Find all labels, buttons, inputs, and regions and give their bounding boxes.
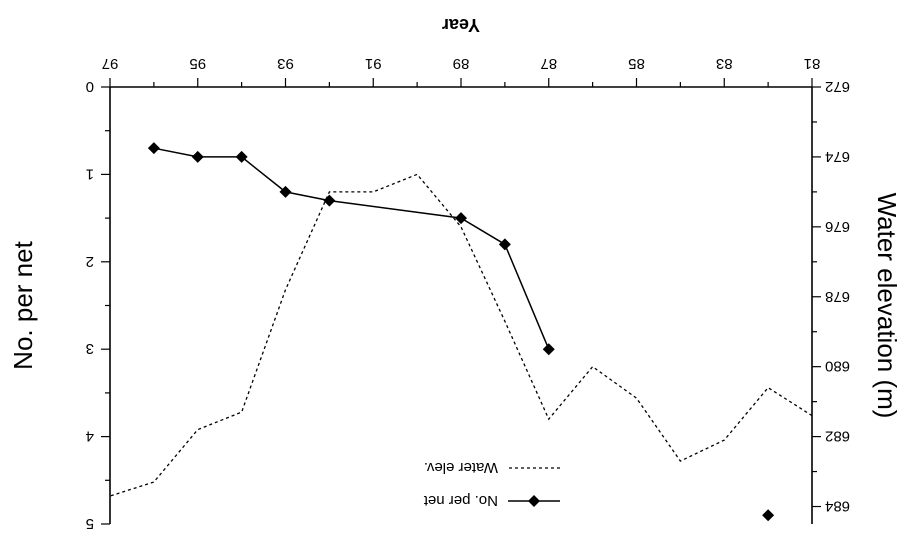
x-tick-label: 87 xyxy=(540,55,557,72)
data-point-no-per-net xyxy=(323,194,336,207)
x-tick-label: 89 xyxy=(453,55,470,72)
left-tick-label: 680 xyxy=(825,358,850,375)
data-point-no-per-net xyxy=(191,150,204,163)
right-tick-label: 3 xyxy=(86,340,94,357)
left-axis-title: Water elevation (m) xyxy=(872,193,900,419)
series-line-no-per-net xyxy=(153,147,550,350)
data-point-no-per-net xyxy=(498,238,511,251)
x-tick-label: 83 xyxy=(716,55,733,72)
axes: 81 83 85 87 89 91 93 95 97 672 674 676 678 680 682 684 0… xyxy=(86,55,850,532)
data-point-no-per-net xyxy=(762,509,775,522)
right-tick-label: 4 xyxy=(86,428,94,445)
legend-label-no-per-net: No. per net xyxy=(423,492,498,509)
x-tick-label: 97 xyxy=(102,55,119,72)
series-line-water-elev xyxy=(109,173,813,497)
x-tick-label: 93 xyxy=(277,55,294,72)
series-layer xyxy=(109,142,813,522)
legend-label-water-elev: Water elev. xyxy=(424,459,498,476)
x-axis-title: Year xyxy=(442,15,480,35)
chart-rotated-group: 81 83 85 87 89 91 93 95 97 672 674 676 678 680 682 684 0… xyxy=(8,15,900,532)
x-tick-label: 85 xyxy=(628,55,645,72)
legend-marker-no-per-net xyxy=(528,495,540,507)
data-point-no-per-net xyxy=(279,185,292,198)
right-tick-label: 5 xyxy=(86,515,94,532)
right-tick-label: 0 xyxy=(86,78,94,95)
left-tick-label: 674 xyxy=(825,148,850,165)
left-tick-label: 676 xyxy=(825,218,850,235)
left-tick-label: 678 xyxy=(825,288,850,305)
right-axis-title: No. per net xyxy=(8,240,38,369)
axis-titles: Year Water elevation (m) No. per net xyxy=(8,15,900,418)
right-tick-label: 2 xyxy=(86,253,94,270)
left-tick-label: 682 xyxy=(825,428,850,445)
x-tick-label: 91 xyxy=(365,55,382,72)
right-tick-label: 1 xyxy=(86,165,94,182)
x-tick-label: 81 xyxy=(804,55,821,72)
left-tick-label: 684 xyxy=(825,498,850,515)
data-point-no-per-net xyxy=(235,150,248,163)
data-point-no-per-net xyxy=(147,142,160,155)
data-point-no-per-net xyxy=(542,343,555,356)
data-point-no-per-net xyxy=(455,212,467,225)
x-tick-label: 95 xyxy=(189,55,206,72)
left-tick-label: 672 xyxy=(825,78,850,95)
legend: No. per net Water elev. xyxy=(423,459,560,509)
